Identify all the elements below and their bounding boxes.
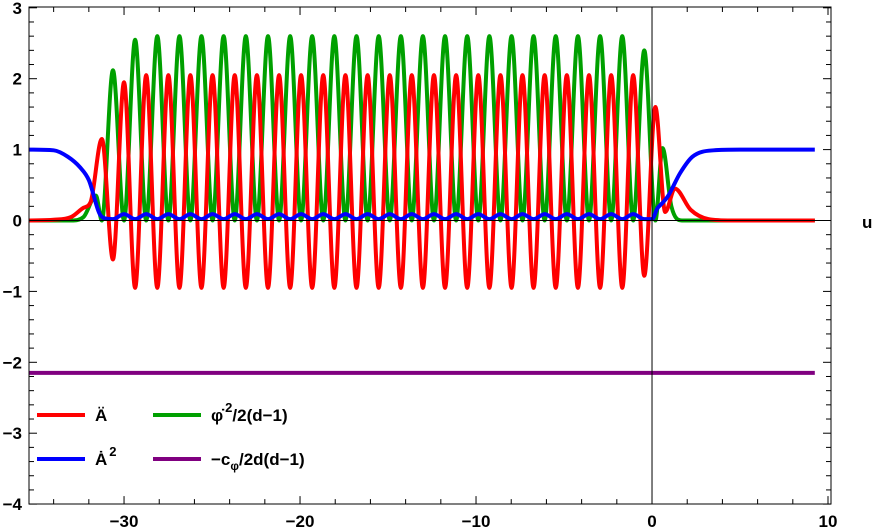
- y-tick-label: 2: [13, 70, 22, 89]
- x-tick-label: −30: [110, 512, 139, 529]
- legend-label-sup: 2: [109, 444, 116, 459]
- legend: ÄȦ 2φ̇ 2/2(d−1)−cφ/2d(d−1): [37, 400, 305, 473]
- y-tick-label: −4: [3, 495, 23, 514]
- x-tick-label: 10: [819, 512, 838, 529]
- legend-item: Ä: [37, 406, 107, 425]
- legend-label: Ä: [95, 406, 107, 425]
- legend-label-post: /2d(d−1): [239, 450, 305, 469]
- legend-label-post: /2(d−1): [232, 406, 287, 425]
- y-tick-label: 0: [13, 212, 22, 231]
- x-tick-label: −20: [286, 512, 315, 529]
- legend-label-base: Ä: [95, 406, 107, 425]
- y-tick-label: −1: [3, 282, 22, 301]
- legend-item: Ȧ 2: [37, 444, 117, 469]
- y-tick-label: −3: [3, 424, 22, 443]
- axes: [29, 7, 831, 504]
- legend-label-base: Ȧ: [95, 450, 107, 469]
- series-line-0: [28, 73, 815, 290]
- y-tick-label: 1: [13, 141, 22, 160]
- legend-label-base: −c: [211, 450, 230, 469]
- y-tick-label: −2: [3, 353, 22, 372]
- legend-label-base: φ̇: [211, 406, 225, 425]
- series-line-2: [29, 34, 815, 223]
- legend-label: φ̇ 2/2(d−1): [211, 400, 288, 425]
- x-axis-label: u: [862, 213, 872, 232]
- legend-item: −cφ/2d(d−1): [153, 450, 305, 473]
- x-tick-label: 0: [647, 512, 656, 529]
- plot-frame: [28, 6, 832, 505]
- legend-label: −cφ/2d(d−1): [211, 450, 305, 473]
- legend-label: Ȧ 2: [95, 444, 117, 469]
- legend-item: φ̇ 2/2(d−1): [153, 400, 288, 425]
- y-tick-label: 3: [13, 0, 22, 18]
- legend-label-sup: 2: [225, 400, 232, 415]
- x-tick-label: −10: [462, 512, 491, 529]
- legend-label-sub: φ: [230, 459, 239, 473]
- series-line-1: [28, 147, 815, 222]
- series-lines: [28, 34, 815, 375]
